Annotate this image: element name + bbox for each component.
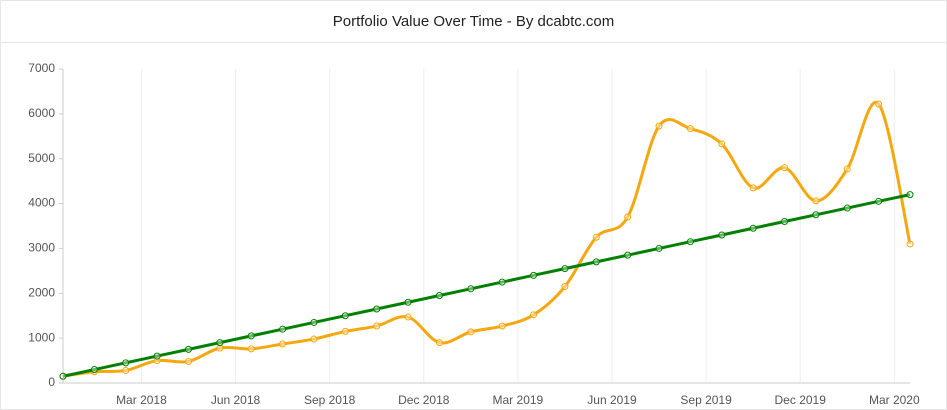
- x-tick-label: Mar 2020: [869, 393, 920, 407]
- y-tick-label: 6000: [28, 106, 55, 120]
- x-tick-label: Sep 2019: [680, 393, 732, 407]
- data-point: [122, 366, 130, 374]
- y-tick-label: 2000: [28, 285, 55, 299]
- data-point: [435, 339, 443, 347]
- data-point: [279, 340, 287, 348]
- data-point: [216, 344, 224, 352]
- data-point: [122, 359, 130, 367]
- y-tick-label: 7000: [28, 61, 55, 75]
- data-point: [467, 328, 475, 336]
- data-point: [592, 258, 600, 266]
- data-point: [530, 311, 538, 319]
- data-point: [404, 298, 412, 306]
- data-point: [561, 283, 569, 291]
- x-tick-label: Jun 2019: [587, 393, 637, 407]
- data-point: [90, 366, 98, 374]
- y-tick-label: 0: [48, 375, 55, 389]
- data-point: [812, 211, 820, 219]
- x-tick-label: Mar 2018: [116, 393, 167, 407]
- data-point: [624, 251, 632, 259]
- data-point: [373, 322, 381, 330]
- data-point: [561, 265, 569, 273]
- data-point: [686, 125, 694, 133]
- data-point: [875, 197, 883, 205]
- data-point: [310, 335, 318, 343]
- data-point: [749, 184, 757, 192]
- x-tick-label: Mar 2019: [493, 393, 544, 407]
- data-point: [59, 372, 67, 380]
- data-point: [530, 271, 538, 279]
- x-tick-label: Dec 2019: [775, 393, 827, 407]
- data-point: [906, 240, 914, 248]
- data-point: [153, 352, 161, 360]
- data-point: [843, 165, 851, 173]
- data-point: [498, 322, 506, 330]
- data-point: [498, 278, 506, 286]
- x-tick-label: Dec 2018: [398, 393, 450, 407]
- y-tick-label: 5000: [28, 151, 55, 165]
- data-point: [686, 238, 694, 246]
- data-point: [435, 292, 443, 300]
- data-point: [404, 313, 412, 321]
- data-point: [467, 285, 475, 293]
- data-point: [655, 244, 663, 252]
- chart-title: Portfolio Value Over Time - By dcabtc.co…: [1, 1, 946, 43]
- data-point: [310, 318, 318, 326]
- data-point: [843, 204, 851, 212]
- data-point: [718, 140, 726, 148]
- series-line: [62, 193, 911, 378]
- data-point: [247, 345, 255, 353]
- x-tick-label: Sep 2018: [304, 393, 356, 407]
- series-line: [62, 100, 912, 378]
- data-point: [247, 332, 255, 340]
- data-point: [718, 231, 726, 239]
- data-point: [184, 345, 192, 353]
- data-point: [279, 325, 287, 333]
- data-point: [216, 339, 224, 347]
- y-tick-label: 3000: [28, 241, 55, 255]
- data-point: [184, 357, 192, 365]
- y-tick-label: 4000: [28, 196, 55, 210]
- data-point: [341, 327, 349, 335]
- data-point: [781, 164, 789, 172]
- data-point: [341, 312, 349, 320]
- data-point: [373, 305, 381, 313]
- data-point: [812, 197, 820, 205]
- data-point: [875, 100, 883, 108]
- data-point: [624, 213, 632, 221]
- x-tick-label: Jun 2018: [211, 393, 261, 407]
- data-point: [781, 218, 789, 226]
- data-point: [655, 122, 663, 130]
- chart: Mar 2018 Jun 2018 Sep 2018 Dec 2018 Mar 2019…: [28, 61, 920, 407]
- data-point: [906, 191, 914, 199]
- data-point: [749, 224, 757, 232]
- y-tick-label: 1000: [28, 330, 55, 344]
- data-point: [592, 233, 600, 241]
